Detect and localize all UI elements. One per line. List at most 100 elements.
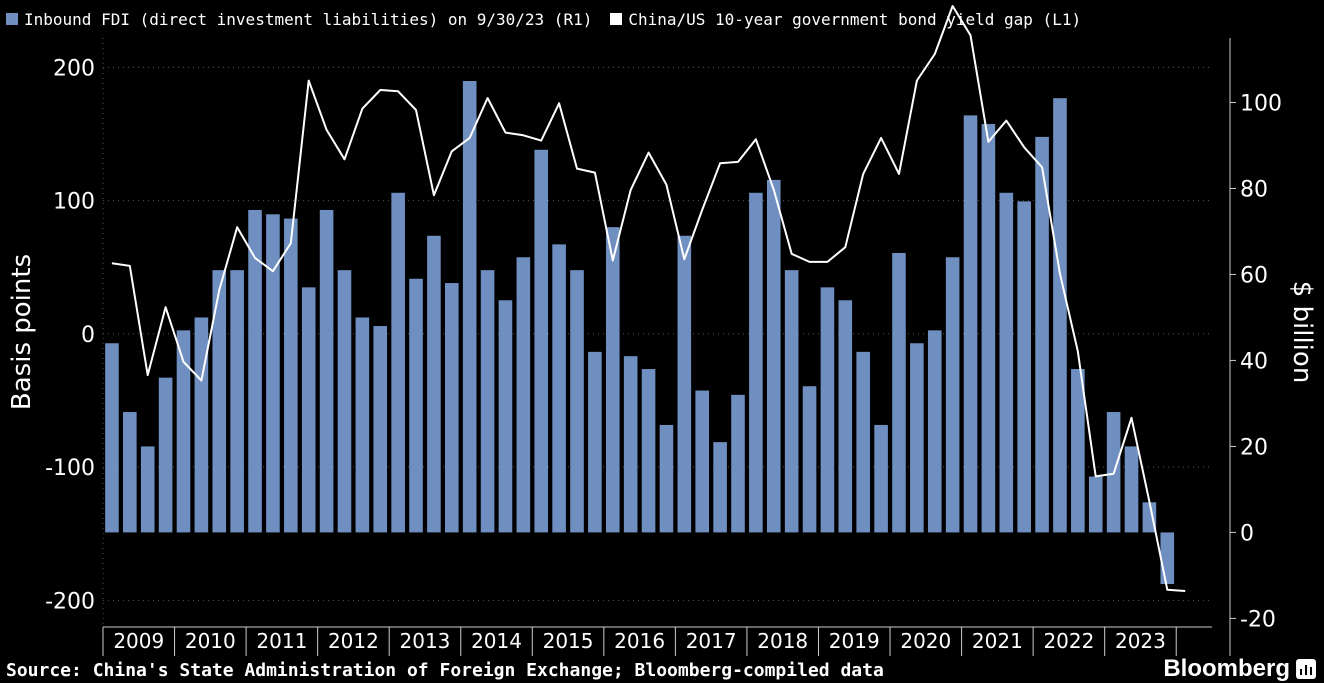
fdi-bar <box>498 300 513 533</box>
fdi-bar <box>1035 136 1049 533</box>
right-tick-label: 0 <box>1240 521 1254 546</box>
fdi-bar <box>1053 98 1067 533</box>
fdi-bar <box>337 270 352 533</box>
fdi-bar <box>319 209 334 533</box>
legend: Inbound FDI (direct investment liabiliti… <box>6 6 1099 32</box>
fdi-bar <box>105 343 119 533</box>
left-tick-label: 100 <box>53 190 95 215</box>
source-note: Source: China's State Administration of … <box>6 660 884 681</box>
fdi-bar <box>695 390 710 533</box>
fdi-bar <box>230 270 244 533</box>
fdi-bar <box>677 235 692 533</box>
fdi-bar <box>981 123 996 533</box>
fdi-bar <box>588 351 602 533</box>
fdi-bar <box>158 377 173 533</box>
right-tick-label: -20 <box>1240 607 1276 632</box>
fdi-bar <box>731 394 745 533</box>
legend-label-yield-gap: China/US 10-year government bond yield g… <box>628 9 1082 29</box>
fdi-bar <box>445 283 459 533</box>
year-label: 2012 <box>328 629 379 653</box>
fdi-bar <box>570 270 584 533</box>
fdi-bar <box>391 192 405 533</box>
right-axis-title: $ billion <box>1287 281 1317 384</box>
left-tick-label: -100 <box>45 456 95 481</box>
year-label: 2009 <box>113 629 164 653</box>
fdi-bar <box>462 80 477 533</box>
fdi-bar <box>373 326 388 533</box>
year-label: 2010 <box>185 629 236 653</box>
right-tick-label: 20 <box>1240 435 1268 460</box>
legend-item-fdi[interactable]: Inbound FDI (direct investment liabiliti… <box>6 10 592 29</box>
right-tick-label: 80 <box>1240 177 1268 202</box>
fdi-bar <box>766 179 781 533</box>
fdi-bar <box>892 252 906 533</box>
left-tick-label: -200 <box>45 589 95 614</box>
fdi-bar <box>1160 532 1175 585</box>
legend-swatch-line <box>610 13 623 25</box>
fdi-bar <box>1088 476 1103 533</box>
left-tick-label: 200 <box>53 56 95 81</box>
year-label: 2015 <box>543 629 594 653</box>
fdi-bar <box>427 235 441 533</box>
year-label: 2017 <box>686 629 737 653</box>
legend-swatch-bar <box>6 13 18 25</box>
year-label: 2019 <box>829 629 880 653</box>
fdi-bar <box>784 270 799 533</box>
fdi-bar <box>212 270 227 533</box>
fdi-bar <box>1142 502 1157 533</box>
left-axis-title: Basis points <box>7 254 37 410</box>
brand-text: Bloomberg <box>1163 655 1290 682</box>
fdi-bar <box>641 369 656 533</box>
bloomberg-logo: Bloomberg <box>1163 655 1316 683</box>
legend-item-yield-gap[interactable]: China/US 10-year government bond yield g… <box>610 10 1081 29</box>
year-label: 2021 <box>972 629 1023 653</box>
year-label: 2020 <box>900 629 951 653</box>
fdi-bar <box>623 356 638 533</box>
fdi-bar <box>749 192 763 533</box>
fdi-bar <box>659 424 674 533</box>
fdi-bar <box>516 257 531 533</box>
fdi-bar <box>1017 201 1031 533</box>
fdi-bar <box>552 244 566 533</box>
left-tick-label: 0 <box>81 323 95 348</box>
fdi-bar <box>910 343 924 533</box>
chart-icon <box>1296 659 1316 679</box>
right-tick-label: 40 <box>1240 349 1268 374</box>
year-label: 2023 <box>1115 629 1166 653</box>
fdi-bar <box>713 442 727 533</box>
fdi-bar <box>838 300 853 533</box>
year-label: 2014 <box>471 629 522 653</box>
fdi-bar <box>963 115 978 533</box>
fdi-bar <box>856 351 870 533</box>
year-label: 2018 <box>757 629 808 653</box>
right-tick-label: 100 <box>1240 91 1282 116</box>
fdi-bar <box>301 287 316 533</box>
fdi-bar <box>176 330 191 533</box>
fdi-bar <box>480 270 495 533</box>
fdi-bar <box>194 317 209 533</box>
year-label: 2013 <box>400 629 451 653</box>
yield-gap-line <box>111 5 1186 592</box>
year-label: 2011 <box>256 629 307 653</box>
fdi-bar <box>409 278 423 533</box>
fdi-bar <box>123 412 137 533</box>
fdi-bar <box>355 317 370 533</box>
fdi-bar <box>1124 446 1139 533</box>
fdi-bar <box>284 218 298 533</box>
year-label: 2022 <box>1043 629 1094 653</box>
fdi-bar <box>820 287 835 533</box>
fdi-bar <box>945 257 960 533</box>
fdi-bar <box>605 227 620 533</box>
legend-label-fdi: Inbound FDI (direct investment liabiliti… <box>24 9 593 29</box>
fdi-bar <box>266 214 280 533</box>
fdi-bar <box>802 386 817 533</box>
year-label: 2016 <box>614 629 665 653</box>
fdi-bar <box>534 149 549 533</box>
fdi-bar <box>1071 369 1085 533</box>
fdi-bar <box>248 209 262 533</box>
right-tick-label: 60 <box>1240 263 1268 288</box>
fdi-bar <box>999 192 1014 533</box>
fdi-bar <box>927 330 942 533</box>
fdi-bar <box>140 446 155 533</box>
